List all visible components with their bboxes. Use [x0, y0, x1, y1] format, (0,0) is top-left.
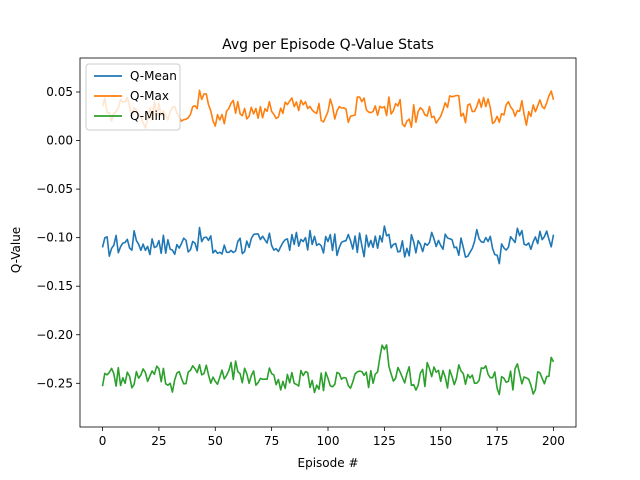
legend-label: Q-Min — [130, 109, 165, 123]
y-tick-label: −0.05 — [36, 182, 73, 196]
legend-box — [85, 63, 181, 131]
legend-label: Q-Mean — [130, 69, 177, 83]
x-tick-label: 75 — [264, 434, 279, 448]
x-axis-label: Episode # — [298, 456, 359, 470]
y-tick-label: 0.05 — [46, 85, 73, 99]
x-tick-label: 200 — [542, 434, 565, 448]
y-axis-label: Q-Value — [9, 227, 23, 273]
x-tick-label: 50 — [208, 434, 223, 448]
y-tick-label: −0.15 — [36, 279, 73, 293]
x-tick-label: 150 — [429, 434, 452, 448]
y-tick-label: −0.25 — [36, 376, 73, 390]
plot-area: 0 25 50 75 100 125 150 175 200 0.05 0.00 −0.05 −0.10… — [36, 57, 577, 448]
chart-title: Avg per Episode Q-Value Stats — [222, 37, 434, 53]
x-tick-label: 0 — [99, 434, 107, 448]
y-tick-label: −0.20 — [36, 328, 73, 342]
y-tick-label: −0.10 — [36, 231, 73, 245]
x-tick-label: 125 — [373, 434, 396, 448]
y-tick-label: 0.00 — [46, 134, 73, 148]
series-line-q-mean — [101, 225, 555, 265]
x-tick-label: 175 — [486, 434, 509, 448]
x-tick-label: 100 — [317, 434, 340, 448]
series-line-q-min — [101, 344, 555, 396]
x-tick-label: 25 — [151, 434, 166, 448]
legend-label: Q-Max — [130, 89, 169, 103]
